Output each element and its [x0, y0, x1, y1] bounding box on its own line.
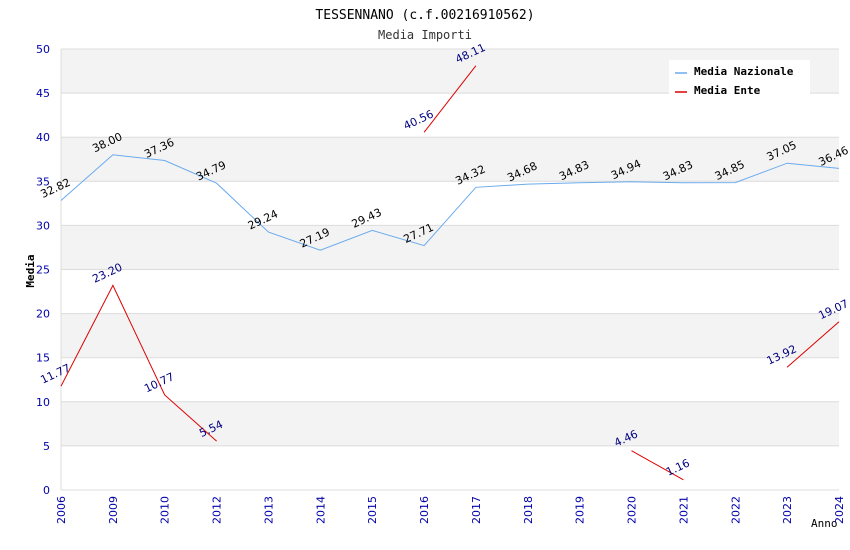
legend: Media Nazionale Media Ente: [669, 60, 810, 98]
y-tick-label: 30: [36, 219, 50, 232]
x-tick-label: 2020: [626, 496, 639, 524]
x-tick-label: 2024: [833, 496, 846, 524]
legend-box: [669, 60, 810, 98]
series-line-media-ente: [786, 321, 840, 368]
x-axis-label: Anno: [811, 517, 838, 530]
y-tick-label: 40: [36, 131, 50, 144]
grid-bands: [61, 49, 839, 490]
legend-label-media-ente: Media Ente: [694, 84, 761, 97]
x-ticks: 2006 2009 2010 2012 2013 2014 2015 2016 2017 2018…: [55, 496, 846, 524]
grid-band: [61, 401, 839, 446]
y-tick-label: 15: [36, 352, 50, 365]
y-tick-label: 10: [36, 396, 50, 409]
x-tick-label: 2010: [159, 496, 172, 524]
series-line-media-ente: [60, 284, 217, 442]
x-tick-label: 2014: [314, 496, 327, 524]
grid-band: [61, 269, 839, 314]
y-tick-label: 20: [36, 308, 50, 321]
y-tick-label: 5: [43, 440, 50, 453]
x-tick-label: 2015: [366, 496, 379, 524]
series-line-media-nazionale: [60, 154, 840, 251]
grid-band: [61, 181, 839, 226]
x-tick-label: 2022: [729, 496, 742, 524]
chart-subtitle: Media Importi: [378, 28, 472, 42]
y-axis-label: Media: [24, 254, 37, 287]
gridlines: [60, 48, 839, 491]
x-tick-label: 2016: [418, 496, 431, 524]
series-lines: [60, 65, 840, 481]
x-tick-label: 2021: [677, 496, 690, 524]
x-tick-label: 2009: [107, 496, 120, 524]
x-tick-label: 2012: [211, 496, 224, 524]
x-tick-label: 2018: [522, 496, 535, 524]
x-tick-label: 2017: [470, 496, 483, 524]
grid-band: [61, 225, 839, 270]
y-tick-label: 50: [36, 43, 50, 56]
grid-band: [61, 137, 839, 182]
series-line-media-ente: [631, 450, 684, 481]
x-tick-label: 2006: [55, 496, 68, 524]
y-tick-label: 45: [36, 87, 50, 100]
legend-label-media-nazionale: Media Nazionale: [694, 65, 794, 78]
x-tick-label: 2019: [574, 496, 587, 524]
grid-band: [61, 357, 839, 402]
y-tick-label: 0: [43, 484, 50, 497]
grid-band: [61, 313, 839, 358]
y-tick-label: 25: [36, 264, 50, 277]
y-ticks: 0 5 10 15 20 25 30 35 40 45 50: [36, 43, 50, 497]
grid-band: [61, 93, 839, 138]
chart-title: TESSENNANO (c.f.00216910562): [315, 8, 534, 23]
x-tick-label: 2023: [781, 496, 794, 524]
series-line-media-ente: [423, 65, 477, 133]
grid-band: [61, 445, 839, 490]
y-tick-label: 35: [36, 175, 50, 188]
x-tick-label: 2013: [262, 496, 275, 524]
